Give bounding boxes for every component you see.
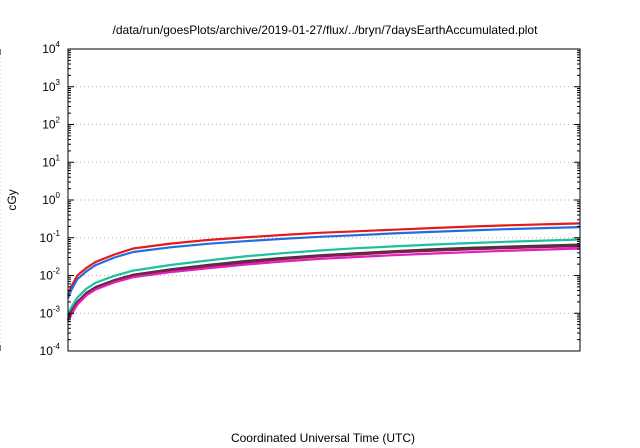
series-layer xyxy=(66,222,581,323)
y-tick-label: 100 xyxy=(42,191,60,207)
series-line-5 xyxy=(66,245,581,321)
y-tick-label: 104 xyxy=(42,40,60,56)
series-line-1 xyxy=(66,222,581,296)
series-line-3 xyxy=(66,238,581,316)
y-tick-label: 103 xyxy=(42,78,60,94)
chart-title: /data/run/goesPlots/archive/2019-01-27/f… xyxy=(113,23,539,37)
series-line-6 xyxy=(67,247,581,323)
y-axis-label: cGy xyxy=(5,189,19,210)
series-line-2 xyxy=(66,226,581,299)
x-axis-label: Coordinated Universal Time (UTC) xyxy=(231,431,415,445)
y-tick-label: 10-2 xyxy=(40,267,61,283)
y-axis: 10-4 10-3 10-2 10-1 100 101 102 103 104 xyxy=(40,40,580,358)
y-tick-label: 10-1 xyxy=(40,229,61,245)
grid-lines xyxy=(0,49,580,351)
y-tick-label: 102 xyxy=(42,116,60,132)
y-tick-label: 10-3 xyxy=(40,304,61,320)
y-tick-label: 101 xyxy=(42,153,60,169)
y-tick-label: 10-4 xyxy=(40,342,61,358)
